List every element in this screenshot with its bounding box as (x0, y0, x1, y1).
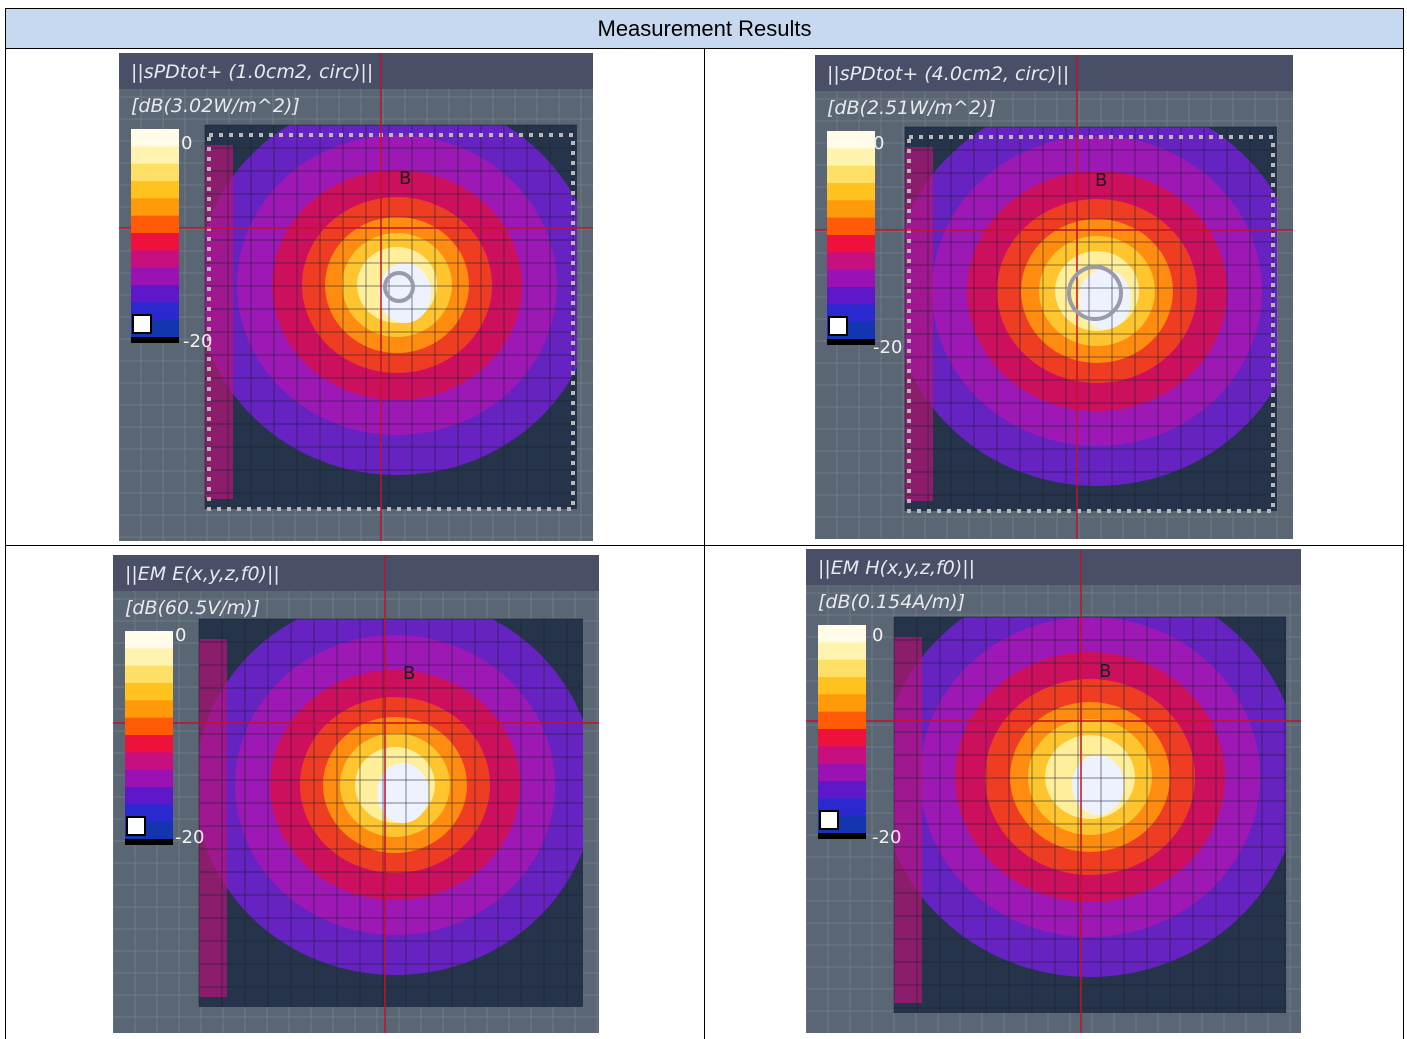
plot-unit: [dB(2.51W/m^2)] (827, 97, 996, 119)
colorbar-segment (818, 625, 866, 643)
colorbar-toggle-icon (132, 314, 152, 334)
averaging-area-ring (383, 271, 415, 303)
colorbar-segment (827, 269, 875, 288)
plot-unit: [dB(60.5V/m)] (125, 597, 260, 619)
plot-title: ||sPDtot+ (1.0cm2, circ)|| (131, 61, 374, 83)
colorbar-toggle-icon (828, 316, 848, 336)
contour-streak (894, 637, 922, 1003)
colorbar-segment (125, 752, 173, 771)
table-header: Measurement Results (6, 9, 1403, 49)
plot-spd-4cm2: B ||sPDtot+ (4.0cm2, circ)|| [dB(2.51W/m… (815, 55, 1293, 539)
colorbar-toggle-icon (819, 810, 839, 830)
colorbar-segment (131, 163, 179, 182)
table-title: Measurement Results (597, 15, 812, 41)
colorbar-segment (818, 729, 866, 747)
colorbar-bottom (125, 839, 173, 845)
colorbar-segment (827, 287, 875, 305)
colorbar-max-label: 0 (872, 625, 884, 646)
marker-label: B (1095, 170, 1107, 191)
colorbar-segment (125, 683, 173, 701)
colorbar-segment (125, 787, 173, 805)
colorbar-min-label: -20 (183, 331, 213, 352)
colorbar-segment (125, 700, 173, 719)
plot-title: ||EM H(x,y,z,f0)|| (818, 557, 976, 579)
colorbar-segment (131, 198, 179, 217)
colorbar-segment (131, 146, 179, 165)
colorbar-segment (827, 165, 875, 184)
contour-core (379, 263, 431, 323)
colorbar-toggle-icon (126, 816, 146, 836)
colorbar-bottom (818, 833, 866, 839)
colorbar-segment (125, 769, 173, 788)
column-divider (704, 49, 705, 1039)
field-map-svg: B (815, 55, 1293, 539)
colorbar-segment (125, 631, 173, 649)
colorbar-segment (131, 129, 179, 147)
plot-title: ||EM E(x,y,z,f0)|| (125, 563, 280, 585)
colorbar-segment (818, 781, 866, 799)
colorbar-min-label: -20 (175, 827, 205, 848)
plot-em-h-field: B ||EM H(x,y,z,f0)|| [dB(0.154A/m)] 0 -2… (806, 549, 1301, 1033)
plot-spd-1cm2: B ||sPDtot+ (1.0cm2, circ)|| [dB(3.02W/m… (119, 53, 593, 541)
marker-label: B (1099, 661, 1111, 682)
heatmap (894, 617, 1286, 1003)
contour-streak (199, 639, 227, 997)
field-map-svg: B (806, 549, 1301, 1033)
colorbar-max-label: 0 (175, 625, 187, 646)
plot-title: ||sPDtot+ (4.0cm2, circ)|| (827, 63, 1070, 85)
colorbar-segment (818, 763, 866, 782)
colorbar-max-label: 0 (181, 133, 193, 154)
averaging-area-ring (1067, 265, 1123, 321)
colorbar-segment (827, 235, 875, 253)
contour-core (1079, 269, 1131, 329)
plot-title-bar (113, 555, 599, 591)
row-divider (6, 545, 1403, 546)
colorbar-segment (125, 665, 173, 684)
colorbar-segment (125, 648, 173, 667)
plot-title-bar (806, 549, 1301, 585)
scan-area-border (907, 135, 1275, 513)
colorbar-segment (131, 285, 179, 303)
colorbar-segment (131, 267, 179, 286)
colorbar-max-label: 0 (873, 133, 885, 154)
colorbar-segment (827, 217, 875, 236)
colorbar-segment (818, 677, 866, 695)
plot-title-bar (815, 55, 1293, 91)
colorbar-segment (131, 250, 179, 269)
colorbar-segment (131, 181, 179, 199)
contour-core (377, 763, 429, 823)
colorbar-segment (818, 711, 866, 730)
colorbar-segment (827, 131, 875, 149)
colorbar-bottom (827, 339, 875, 345)
colorbar-min-label: -20 (872, 827, 902, 848)
colorbar-bottom (131, 337, 179, 343)
colorbar-segment (131, 233, 179, 251)
colorbar-segment (818, 694, 866, 713)
colorbar-segment (818, 642, 866, 661)
plot-unit: [dB(0.154A/m)] (818, 591, 966, 613)
colorbar-segment (827, 148, 875, 167)
plot-title-bar (119, 53, 593, 89)
plot-em-e-field: B ||EM E(x,y,z,f0)|| [dB(60.5V/m)] 0 -20 (113, 555, 599, 1033)
colorbar-segment (827, 183, 875, 201)
colorbar-segment (827, 252, 875, 271)
colorbar-segment (827, 200, 875, 219)
field-map-svg: B (113, 555, 599, 1033)
colorbar-segment (125, 717, 173, 736)
colorbar-segment (131, 215, 179, 234)
field-map-svg: B (119, 53, 593, 541)
colorbar-min-label: -20 (873, 337, 903, 358)
colorbar-segment (125, 735, 173, 753)
colorbar-segment (818, 659, 866, 678)
results-table: Measurement Results (5, 8, 1404, 1039)
contour-core (1072, 755, 1124, 815)
plot-unit: [dB(3.02W/m^2)] (131, 95, 300, 117)
scan-area-border (207, 133, 575, 511)
marker-label: B (399, 168, 411, 189)
colorbar-segment (818, 746, 866, 765)
marker-label: B (403, 663, 415, 684)
